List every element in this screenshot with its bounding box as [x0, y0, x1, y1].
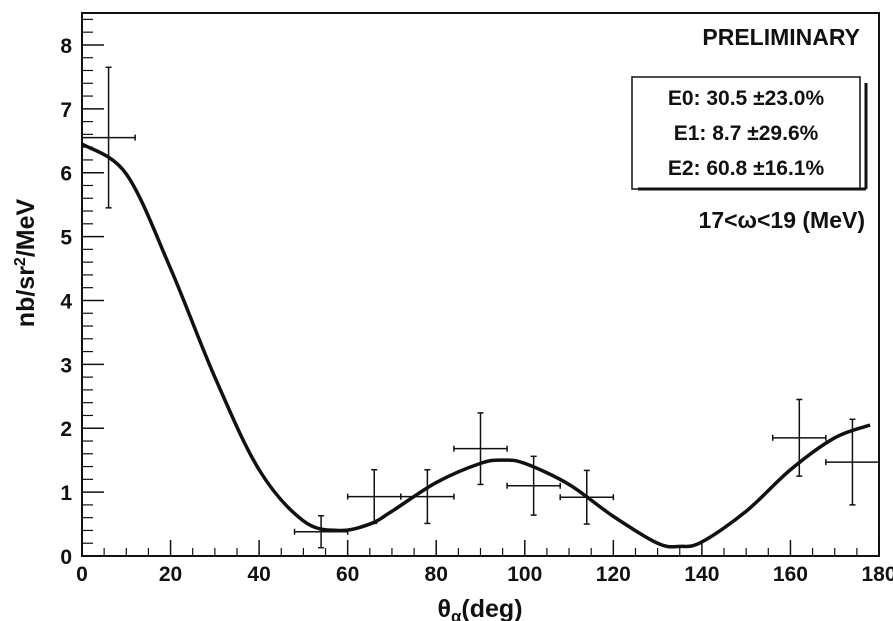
x-tick-label: 140 — [684, 563, 719, 586]
legend-line-e1: E1: 8.7 ±29.6% — [674, 122, 819, 145]
y-axis-title-pre: nb/sr — [12, 266, 40, 327]
y-axis-title: nb/sr2/MeV — [12, 198, 40, 327]
data-point — [293, 515, 349, 549]
legend-box: E0: 30.5 ±23.0% E1: 8.7 ±29.6% E2: 60.8 … — [631, 76, 868, 191]
legend-line-e2: E2: 60.8 ±16.1% — [668, 157, 825, 180]
y-tick-label: 2 — [60, 418, 72, 441]
x-tick-label: 180 — [861, 563, 893, 586]
y-axis-title-post: /MeV — [12, 198, 40, 257]
y-tick-label: 1 — [60, 482, 72, 505]
x-tick-label: 20 — [159, 563, 182, 586]
x-tick-label: 40 — [247, 563, 270, 586]
x-tick-label: 100 — [507, 563, 542, 586]
chart-title: PRELIMINARY — [702, 24, 860, 50]
x-axis-title-main: θ — [437, 595, 451, 621]
y-tick-label: 8 — [60, 35, 72, 58]
data-point — [81, 66, 136, 209]
x-tick-label: 80 — [425, 563, 448, 586]
legend-line-e0: E0: 30.5 ±23.0% — [668, 87, 825, 110]
x-tick-label: 160 — [773, 563, 808, 586]
fit-curve — [81, 142, 871, 549]
y-tick-label: 4 — [60, 290, 72, 313]
x-axis: 0 20 40 60 80 100 120 140 160 180 — [76, 540, 893, 586]
y-tick-label: 5 — [60, 227, 72, 250]
x-tick-label: 60 — [336, 563, 359, 586]
data-point — [400, 469, 455, 525]
y-tick-label: 6 — [60, 163, 72, 186]
x-tick-label: 120 — [596, 563, 631, 586]
y-axis-title-sup: 2 — [12, 257, 29, 266]
y-tick-label: 0 — [60, 546, 72, 569]
x-tick-label: 0 — [76, 563, 88, 586]
x-axis-title-suffix: (deg) — [461, 595, 522, 621]
y-tick-label: 7 — [60, 99, 72, 122]
data-point — [453, 412, 508, 486]
x-axis-title-sub: α — [451, 607, 462, 621]
data-point — [559, 469, 615, 525]
y-axis: 0 1 2 3 4 5 6 7 8 — [60, 18, 104, 569]
energy-range-annotation: 17<ω<19 (MeV) — [699, 207, 865, 233]
data-point — [771, 398, 827, 477]
data-point — [506, 455, 561, 516]
data-point — [825, 418, 880, 506]
x-axis-title: θα(deg) — [437, 595, 522, 621]
data-points — [81, 66, 880, 549]
y-tick-label: 3 — [60, 354, 72, 377]
data-point — [346, 469, 402, 525]
